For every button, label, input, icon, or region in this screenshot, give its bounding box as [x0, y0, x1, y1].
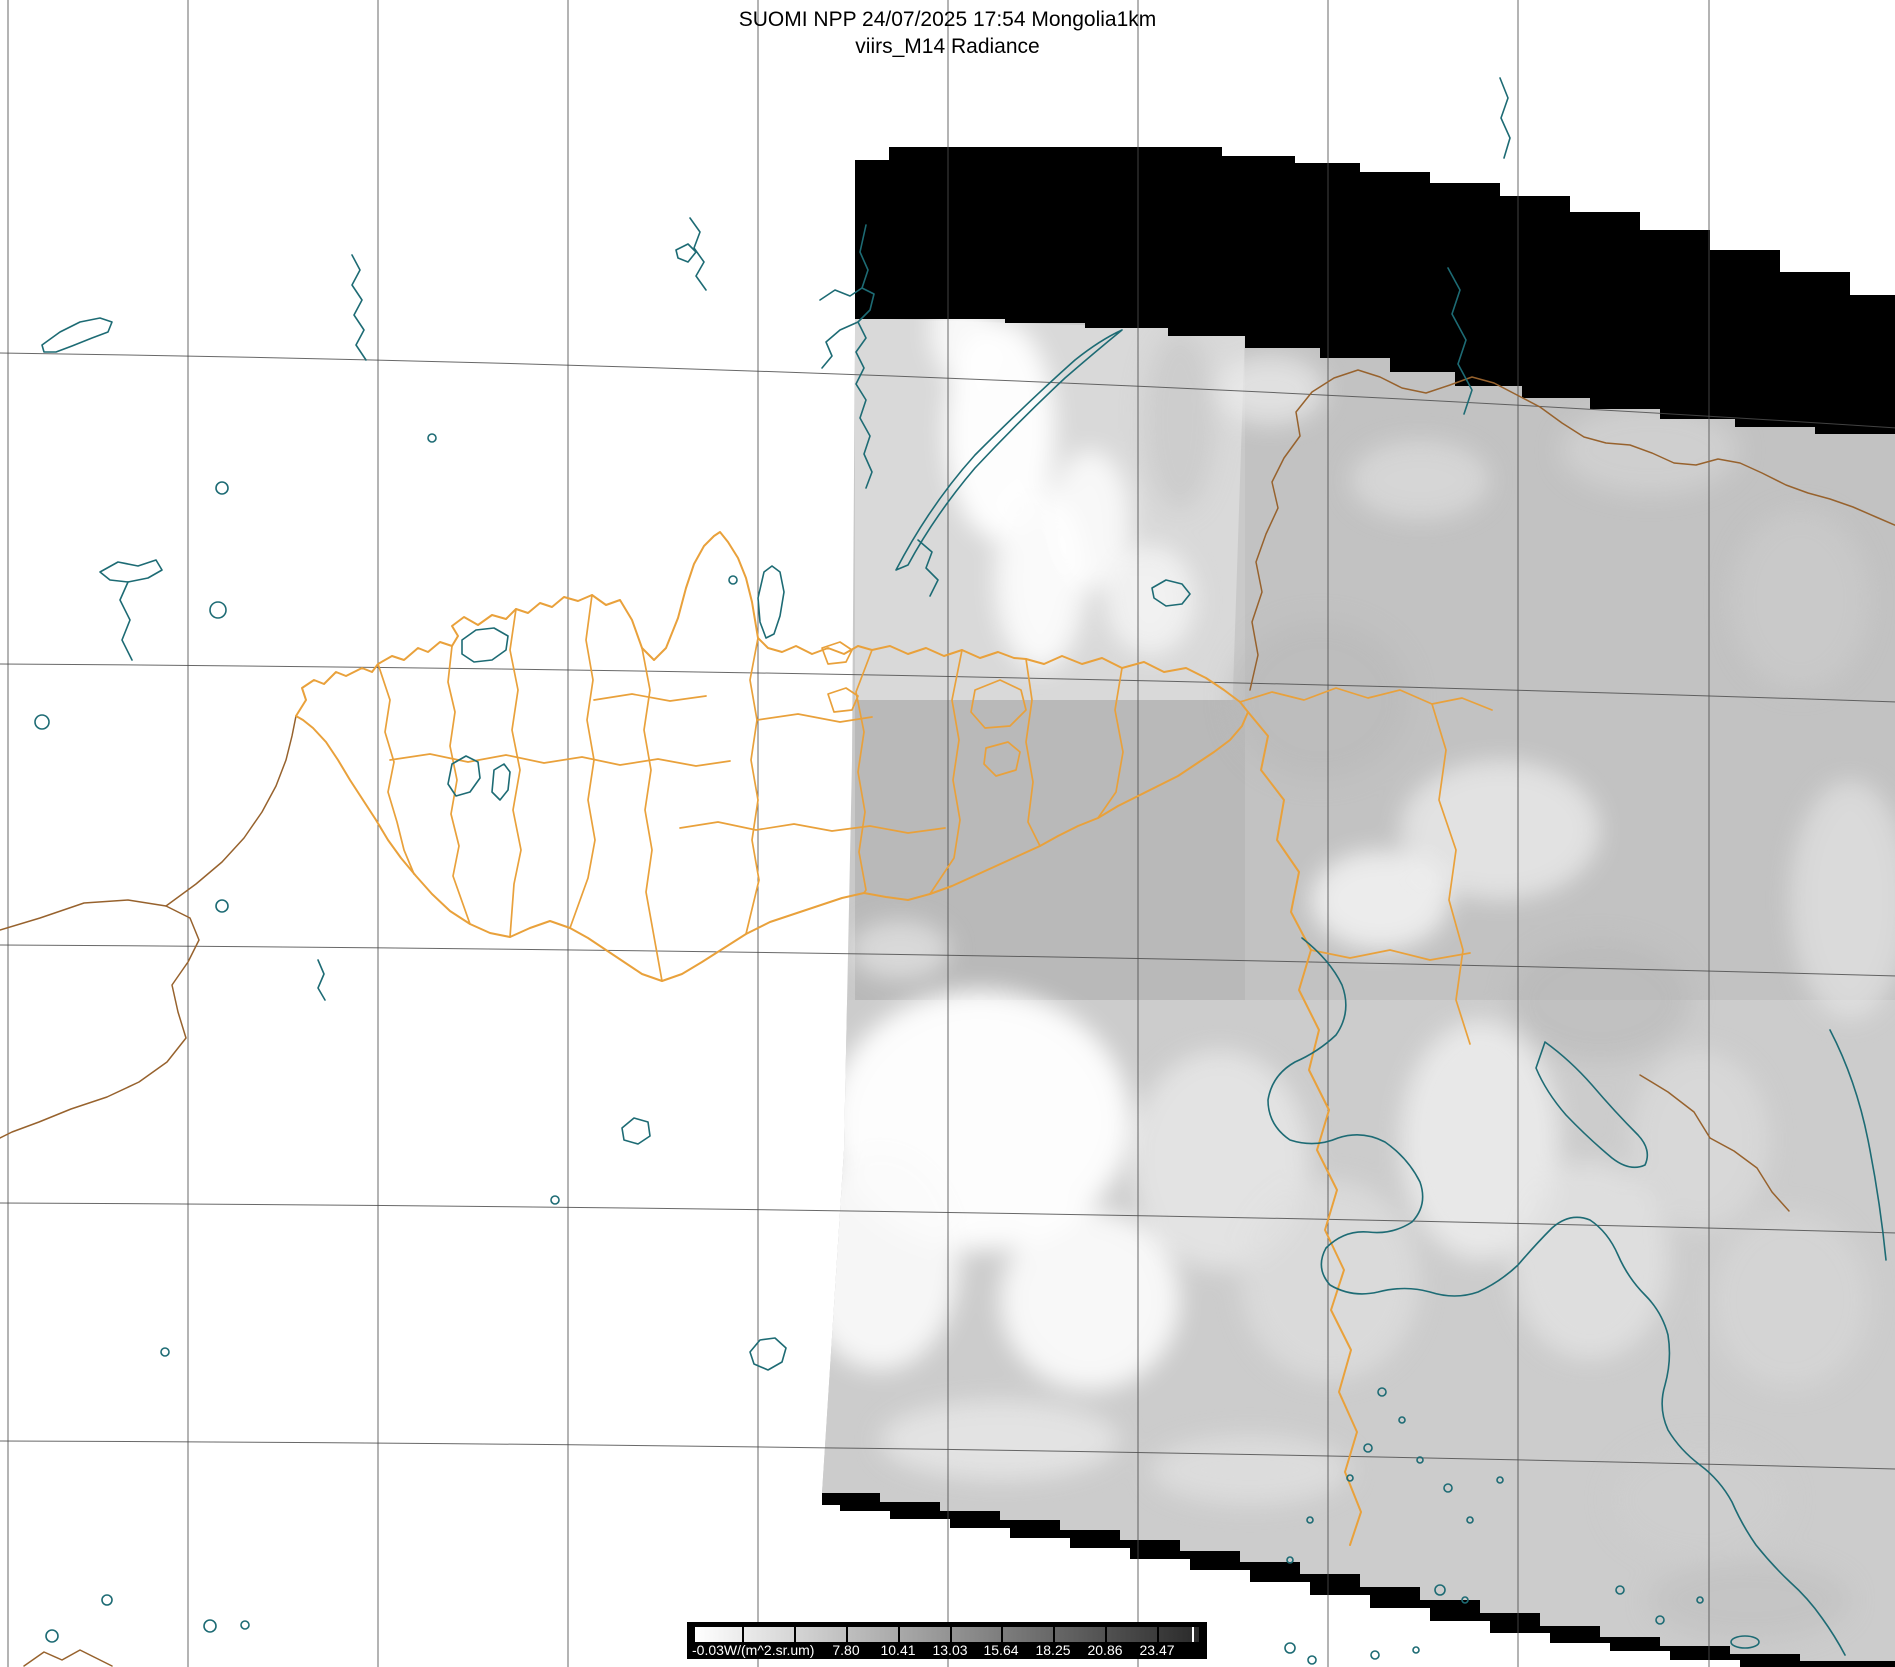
colorbar: -0.03W/(m^2.sr.um) 7.80 10.41 13.03 15.6… [687, 1622, 1207, 1659]
colorbar-tick-label: 10.41 [880, 1642, 916, 1658]
colorbar-tick [1157, 1627, 1159, 1642]
colorbar-tick [898, 1627, 900, 1642]
colorbar-tick [742, 1627, 744, 1642]
title-line-1: SUOMI NPP 24/07/2025 17:54 Mongolia1km [738, 8, 1157, 31]
colorbar-tick-label: 15.64 [983, 1642, 1019, 1658]
colorbar-tick [950, 1627, 952, 1642]
colorbar-tick [794, 1627, 796, 1642]
russia-china-border [1249, 369, 1895, 691]
colorbar-tick [1105, 1627, 1107, 1642]
yellow-sea-coastline [1267, 937, 1846, 1656]
page-title: SUOMI NPP 24/07/2025 17:54 Mongolia1km v… [0, 6, 1895, 60]
colorbar-tick [846, 1627, 848, 1642]
colorbar-tick-label: 23.47 [1139, 1642, 1175, 1658]
island-dots [45, 1387, 1760, 1665]
colorbar-end-tick [1192, 1627, 1194, 1642]
colorbar-labels: -0.03W/(m^2.sr.um) 7.80 10.41 13.03 15.6… [687, 1642, 1207, 1659]
colorbar-tick-label: 7.80 [832, 1642, 860, 1658]
country-borders [0, 369, 1895, 1667]
colorbar-tick [1001, 1627, 1003, 1642]
title-line-2: viirs_M14 Radiance [855, 35, 1040, 58]
colorbar-tick [1053, 1627, 1055, 1642]
mongolia-outline [295, 531, 1249, 982]
colorbar-gradient [695, 1627, 1199, 1642]
colorbar-unit-label: -0.03W/(m^2.sr.um) [692, 1642, 815, 1658]
coastlines [34, 77, 1887, 1665]
satellite-swath [822, 147, 1895, 1667]
province-borders [295, 531, 1493, 1546]
china-province-borders [1247, 711, 1362, 1546]
colorbar-tick-label: 18.25 [1035, 1642, 1071, 1658]
colorbar-tick-label: 13.03 [932, 1642, 968, 1658]
colorbar-tick-label: 20.86 [1087, 1642, 1123, 1658]
lake-baikal [895, 329, 1123, 571]
